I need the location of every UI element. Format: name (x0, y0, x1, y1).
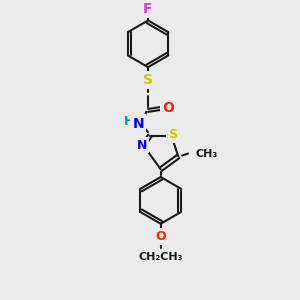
Text: S: S (168, 128, 177, 141)
Text: S: S (143, 73, 153, 87)
Text: O: O (155, 230, 166, 243)
Text: F: F (142, 2, 152, 16)
Text: H: H (123, 115, 134, 128)
Text: O: O (163, 101, 174, 115)
Text: CH₃: CH₃ (196, 148, 218, 159)
Text: CH₂CH₃: CH₂CH₃ (138, 252, 183, 262)
Text: N: N (137, 139, 147, 152)
Text: N: N (133, 117, 144, 130)
